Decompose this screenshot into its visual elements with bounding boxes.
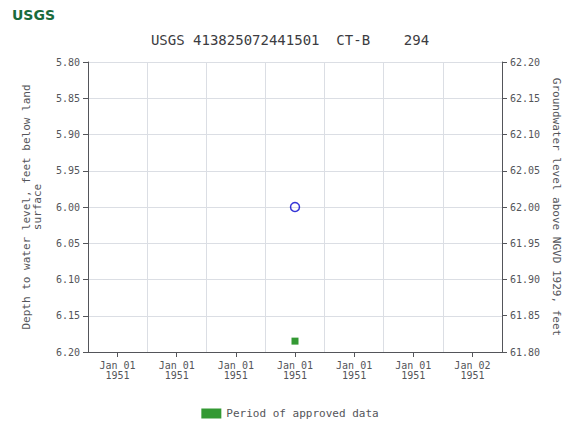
svg-text:Jan 01: Jan 01 xyxy=(395,359,432,371)
svg-text:Groundwater level above NGVD 1: Groundwater level above NGVD 1929, feet xyxy=(550,78,563,336)
svg-text:6.20: 6.20 xyxy=(56,347,80,358)
svg-text:6.10: 6.10 xyxy=(56,274,80,285)
svg-text:62.05: 62.05 xyxy=(510,165,540,176)
svg-text:Period of approved data: Period of approved data xyxy=(226,407,378,420)
svg-text:1951: 1951 xyxy=(165,370,189,381)
svg-text:62.20: 62.20 xyxy=(510,57,540,68)
svg-text:61.90: 61.90 xyxy=(510,274,540,285)
svg-text:6.05: 6.05 xyxy=(56,238,80,249)
svg-text:Jan 01: Jan 01 xyxy=(158,359,195,371)
svg-text:1951: 1951 xyxy=(342,370,366,381)
svg-text:1951: 1951 xyxy=(106,370,130,381)
svg-text:5.95: 5.95 xyxy=(56,165,80,176)
svg-text:1951: 1951 xyxy=(224,370,248,381)
svg-text:Jan 01: Jan 01 xyxy=(336,359,373,371)
svg-text:6.15: 6.15 xyxy=(56,310,80,321)
svg-text:Depth to water level, feet bel: Depth to water level, feet below land xyxy=(20,84,33,330)
svg-text:Jan 01: Jan 01 xyxy=(99,359,136,371)
svg-text:62.00: 62.00 xyxy=(510,202,540,213)
svg-text:62.10: 62.10 xyxy=(510,129,540,140)
svg-text:1951: 1951 xyxy=(460,370,484,381)
svg-text:61.85: 61.85 xyxy=(510,310,540,321)
svg-text:1951: 1951 xyxy=(401,370,425,381)
svg-text:surface: surface xyxy=(31,184,44,230)
svg-text:Jan 01: Jan 01 xyxy=(276,359,314,371)
svg-text:Jan 02: Jan 02 xyxy=(454,359,491,371)
svg-text:61.95: 61.95 xyxy=(510,238,540,249)
svg-text:61.80: 61.80 xyxy=(510,347,540,358)
svg-text:62.15: 62.15 xyxy=(510,93,540,104)
svg-text:5.80: 5.80 xyxy=(56,57,80,68)
svg-text:USGS 413825072441501 CT-B: USGS 413825072441501 CT-B 294 xyxy=(151,32,429,48)
svg-text:5.90: 5.90 xyxy=(56,129,80,140)
svg-text:5.85: 5.85 xyxy=(56,93,80,104)
svg-text:Jan 01: Jan 01 xyxy=(217,359,254,371)
svg-text:USGS: USGS xyxy=(12,7,55,23)
svg-text:6.00: 6.00 xyxy=(56,202,80,213)
svg-text:1951: 1951 xyxy=(283,370,307,381)
